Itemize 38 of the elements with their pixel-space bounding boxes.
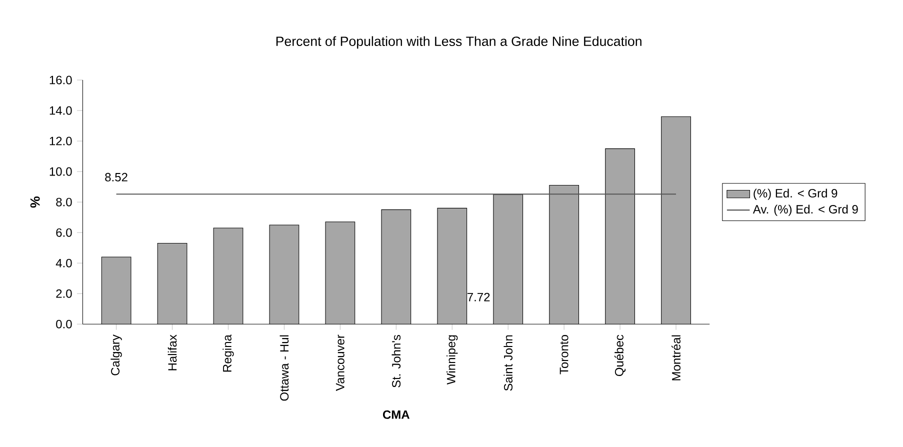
bar	[214, 228, 243, 324]
chart-title: Percent of Population with Less Than a Grade Nine Education	[276, 36, 642, 49]
bar	[102, 257, 131, 324]
bar	[661, 116, 691, 324]
x-tick-label: St. John's	[392, 335, 401, 388]
x-axis-title: CMA	[382, 410, 410, 419]
y-tick-label: 12.0	[50, 136, 72, 146]
x-tick-label: Regina	[222, 334, 234, 372]
bar	[381, 210, 411, 324]
x-tick-label: Winnipeg	[446, 335, 458, 385]
x-tick-label: Calgary	[110, 334, 122, 376]
legend-label: (%) Ed. < Grd 9	[754, 188, 838, 200]
y-tick-label: 6.0	[56, 228, 72, 237]
y-tick-label: 14.0	[50, 106, 72, 115]
y-tick-label: 8.0	[56, 198, 72, 206]
y-tick-label: 2.0	[56, 289, 72, 298]
y-tick-label: 0.0	[56, 320, 72, 328]
bar	[493, 194, 523, 324]
x-tick-label: Saint John	[504, 335, 513, 391]
data-label: 8.52	[105, 173, 128, 182]
x-tick-label: Toronto	[560, 335, 568, 374]
bar	[270, 225, 299, 324]
bar	[549, 185, 579, 324]
x-tick-label: Halifax	[168, 334, 177, 370]
bar	[605, 148, 635, 324]
y-tick-label: 10.0	[50, 167, 72, 176]
bar	[326, 222, 355, 324]
bar	[437, 208, 467, 324]
y-axis-title: %	[30, 196, 40, 208]
x-tick-label: Ottawa - Hul	[280, 335, 289, 401]
y-tick-label: 16.0	[50, 76, 72, 84]
annotation: 7.72	[468, 292, 490, 302]
legend-label: Av. (%) Ed. < Grd 9	[752, 204, 858, 216]
bar	[158, 243, 187, 324]
y-tick-label: 4.0	[56, 258, 72, 268]
x-tick-label: Montréal	[672, 335, 681, 380]
x-tick-label: Vancouver	[336, 334, 344, 392]
x-tick-label: Québec	[614, 334, 626, 376]
